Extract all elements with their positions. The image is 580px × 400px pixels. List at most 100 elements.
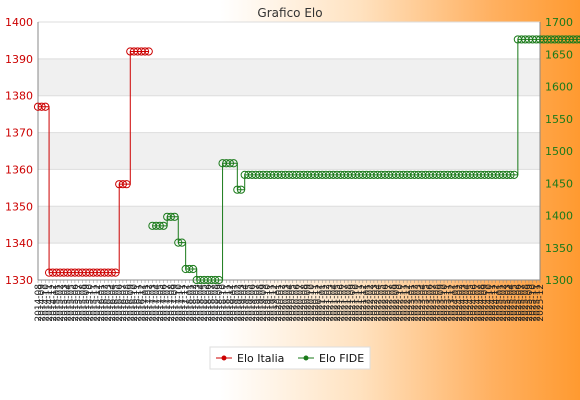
x-tick-label: 2022-10 [396,284,406,322]
data-point-elo-fide [229,159,238,168]
x-tick-label: 2023-05 [422,284,432,322]
x-tick-label: 2025-06 [514,284,524,322]
legend-box [209,346,371,370]
x-tick-label: 2018-06 [204,284,214,322]
x-tick-label: 2016-09 [126,284,136,322]
data-point-elo-italia [111,268,120,277]
x-tick-label: 2015-02 [56,284,66,322]
x-tick-label: 2023-11 [444,284,454,322]
x-tick-label: 2017-05 [156,284,166,322]
x-tick-label: 2018-05 [200,284,210,322]
x-tick-label: 2023-12 [447,284,457,322]
x-tick-label: 2018-11 [222,284,232,322]
x-tick-label: 2023-09 [436,284,446,322]
right-tick-label: 1700 [545,16,573,29]
left-tick-label: 1350 [5,200,33,213]
x-tick-label: 2015-07 [75,284,85,322]
x-tick-label: 2023-04 [418,284,428,322]
x-axis-ticks: 2014-082014-092014-102014-112014-122015-… [34,280,546,322]
data-point-elo-fide [236,185,246,194]
series-layer [33,35,580,285]
x-tick-label: 2016-12 [137,284,147,322]
data-point-elo-fide [214,275,223,285]
x-tick-label: 2025-12 [536,284,546,322]
x-tick-label: 2017-09 [171,284,181,322]
data-point-elo-italia [140,47,150,56]
data-point-elo-fide [211,275,220,285]
x-tick-label: 2014-09 [38,284,48,322]
data-point-elo-fide [166,212,175,221]
x-tick-label: 2016-02 [100,284,110,322]
x-tick-label: 2020-04 [285,284,295,322]
x-tick-label: 2022-03 [370,284,380,322]
x-tick-label: 2016-04 [108,284,118,322]
x-tick-label: 2025-01 [495,284,505,322]
x-tick-label: 2019-01 [230,284,240,322]
x-tick-label: 2017-04 [152,284,162,322]
data-point-elo-fide [170,212,179,221]
left-tick-label: 1370 [5,127,33,140]
x-tick-label: 2020-02 [278,284,288,322]
x-tick-label: 2015-04 [64,284,74,322]
x-tick-label: 2022-01 [363,284,373,322]
x-tick-label: 2020-07 [296,284,306,322]
x-tick-label: 2016-05 [112,284,122,322]
right-tick-label: 1500 [545,145,573,158]
x-tick-label: 2021-05 [333,284,343,322]
x-tick-label: 2021-06 [337,284,347,322]
x-tick-label: 2015-09 [82,284,92,322]
data-point-elo-italia [107,268,116,277]
x-tick-label: 2021-09 [348,284,358,322]
x-tick-label: 2025-05 [510,284,520,322]
right-tick-label: 1550 [545,113,573,126]
data-point-elo-italia [37,102,46,111]
x-tick-label: 2021-04 [329,284,339,322]
data-point-elo-fide [155,221,164,230]
x-tick-label: 2015-03 [60,284,70,322]
x-tick-label: 2024-10 [484,284,494,322]
data-point-elo-fide [576,35,580,44]
x-tick-label: 2017-11 [178,284,188,322]
chart-title: Grafico Elo [257,6,322,20]
x-tick-label: 2020-11 [311,284,321,322]
x-tick-label: 2020-08 [300,284,310,322]
x-tick-label: 2016-03 [104,284,114,322]
left-axis-ticks: 1330 1340 1350 1360 1370 1380 1390 1400 [5,16,33,287]
x-tick-label: 2019-11 [267,284,277,322]
x-tick-label: 2017-10 [174,284,184,322]
x-tick-label: 2018-03 [193,284,203,322]
x-tick-label: 2023-08 [433,284,443,322]
x-tick-label: 2019-12 [270,284,280,322]
x-tick-label: 2019-10 [263,284,273,322]
x-tick-label: 2017-03 [148,284,158,322]
legend-label-elo-italia: Elo Italia [237,352,284,365]
x-tick-label: 2020-01 [274,284,284,322]
x-tick-label: 2021-03 [326,284,336,322]
x-tick-label: 2025-08 [521,284,531,322]
x-tick-label: 2015-05 [67,284,77,322]
x-tick-label: 2023-07 [429,284,439,322]
x-tick-label: 2017-02 [145,284,155,322]
data-point-elo-fide [572,35,580,44]
right-tick-label: 1650 [545,48,573,61]
plot-band [38,58,540,96]
x-tick-label: 2019-06 [248,284,258,322]
x-tick-label: 2015-01 [52,284,62,322]
x-tick-label: 2019-05 [244,284,254,322]
x-tick-label: 2024-06 [470,284,480,322]
x-tick-label: 2015-08 [78,284,88,322]
x-tick-label: 2025-11 [532,284,542,322]
x-tick-label: 2022-09 [392,284,402,322]
x-tick-label: 2018-02 [189,284,199,322]
plot-band [38,132,540,170]
x-tick-label: 2016-08 [123,284,133,322]
x-tick-label: 2023-02 [411,284,421,322]
x-tick-label: 2014-08 [34,284,44,322]
x-tick-label: 2021-11 [355,284,365,322]
x-tick-label: 2025-10 [529,284,539,322]
x-tick-label: 2016-11 [134,284,144,322]
x-tick-label: 2022-05 [377,284,387,322]
x-tick-label: 2019-03 [237,284,247,322]
